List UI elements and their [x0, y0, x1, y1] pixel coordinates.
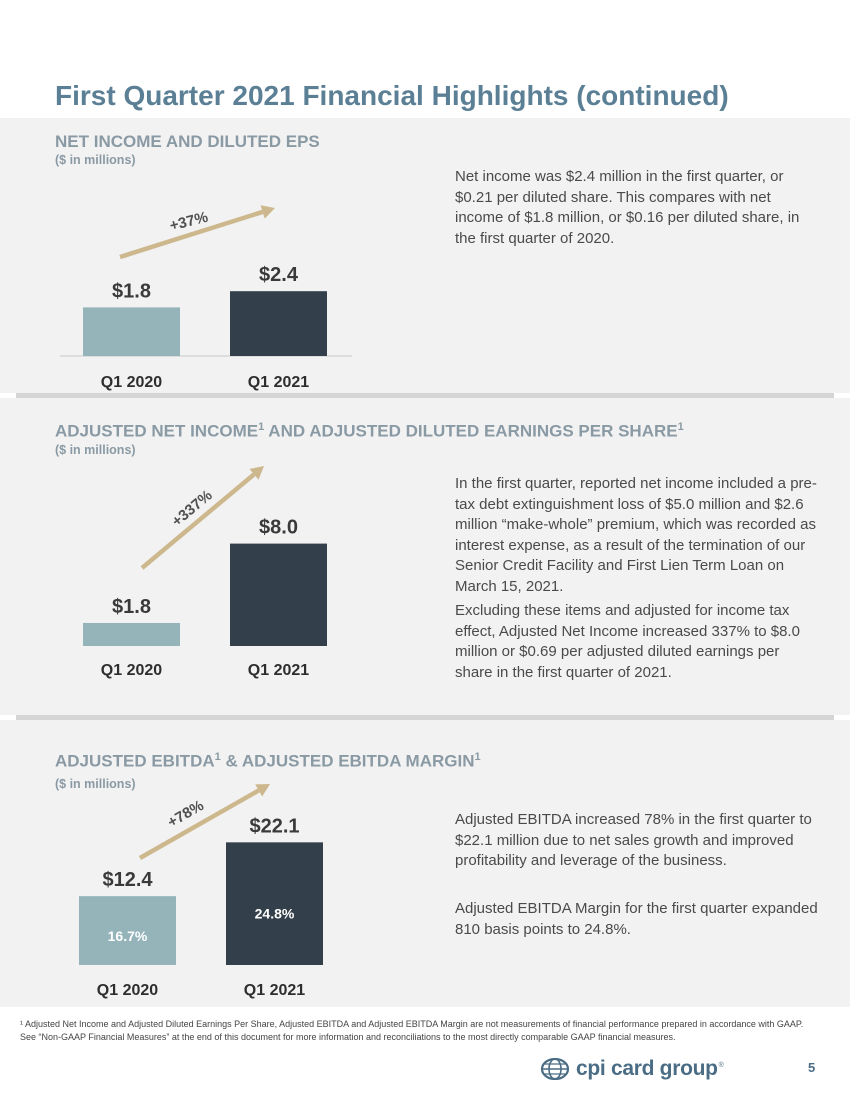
title-part: AND ADJUSTED DILUTED EARNINGS PER SHARE	[264, 421, 678, 441]
section-subtitle-net-income: ($ in millions)	[55, 153, 136, 167]
section-text-adjusted-ebitda-2: Adjusted EBITDA Margin for the first qua…	[455, 900, 818, 938]
data-label: $8.0	[259, 517, 298, 539]
title-part: ADJUSTED NET INCOME	[55, 421, 259, 441]
bar-q1-2020	[79, 896, 176, 965]
bar-q1-2020	[83, 622, 180, 646]
bar-q1-2020	[83, 307, 180, 356]
growth-arrow	[140, 472, 256, 570]
growth-arrow	[119, 209, 264, 260]
footnote-ref: 1	[677, 421, 684, 433]
footnote-ref: 1	[214, 751, 221, 763]
data-label: $22.1	[249, 815, 299, 837]
data-label: $2.4	[259, 264, 299, 286]
footnote-ref: 1	[474, 751, 481, 763]
margin-label: 24.8%	[255, 905, 295, 921]
category-label: Q1 2021	[244, 982, 305, 999]
section-panel-adjusted-net-income	[0, 398, 850, 715]
section-subtitle-adjusted-ebitda: ($ in millions)	[55, 777, 136, 791]
footnote-ref: 1	[258, 421, 265, 433]
bar-q1-2021	[230, 291, 327, 356]
bar-q1-2021	[230, 543, 327, 646]
bar-q1-2021	[226, 842, 323, 965]
section-subtitle-adjusted-net-income: ($ in millions)	[55, 443, 136, 457]
section-divider	[16, 715, 834, 720]
growth-arrow-head	[249, 466, 264, 480]
globe-icon	[540, 1058, 570, 1080]
section-title-net-income: NET INCOME AND DILUTED EPS	[55, 132, 320, 151]
title-part: & ADJUSTED EBITDA MARGIN	[220, 751, 475, 771]
page-title: First Quarter 2021 Financial Highlights …	[55, 80, 729, 111]
section-text-net-income: Net income was $2.4 million in the first…	[455, 168, 800, 247]
data-label: $1.8	[112, 280, 151, 302]
title-part: ADJUSTED EBITDA	[55, 751, 215, 771]
category-label: Q1 2020	[101, 374, 162, 391]
section-title-adjusted-net-income: ADJUSTED NET INCOME1 AND ADJUSTED DILUTE…	[55, 421, 684, 442]
section-text-adjusted-net-income-1: In the first quarter, reported net incom…	[455, 475, 817, 595]
growth-arrow-head	[255, 784, 270, 797]
growth-arrow-head	[260, 205, 275, 219]
category-label: Q1 2021	[248, 374, 309, 391]
section-text-adjusted-ebitda-1: Adjusted EBITDA increased 78% in the fir…	[455, 811, 812, 869]
logo-registered-mark: ®	[718, 1061, 724, 1069]
section-text-adjusted-net-income-2: Excluding these items and adjusted for i…	[455, 602, 800, 681]
page-number: 5	[808, 1060, 816, 1075]
category-label: Q1 2021	[248, 662, 309, 679]
logo-text: cpi card group	[576, 1057, 718, 1080]
margin-label: 16.7%	[108, 928, 148, 944]
data-label: $1.8	[112, 596, 151, 618]
footnote: ¹ Adjusted Net Income and Adjusted Dilut…	[20, 1019, 804, 1042]
data-label: $12.4	[102, 869, 153, 891]
category-label: Q1 2020	[97, 982, 158, 999]
category-label: Q1 2020	[101, 662, 162, 679]
section-divider	[16, 393, 834, 398]
company-logo: cpi card group ®	[540, 1057, 724, 1081]
growth-arrow	[138, 788, 260, 860]
section-title-adjusted-ebitda: ADJUSTED EBITDA1 & ADJUSTED EBITDA MARGI…	[55, 751, 481, 772]
